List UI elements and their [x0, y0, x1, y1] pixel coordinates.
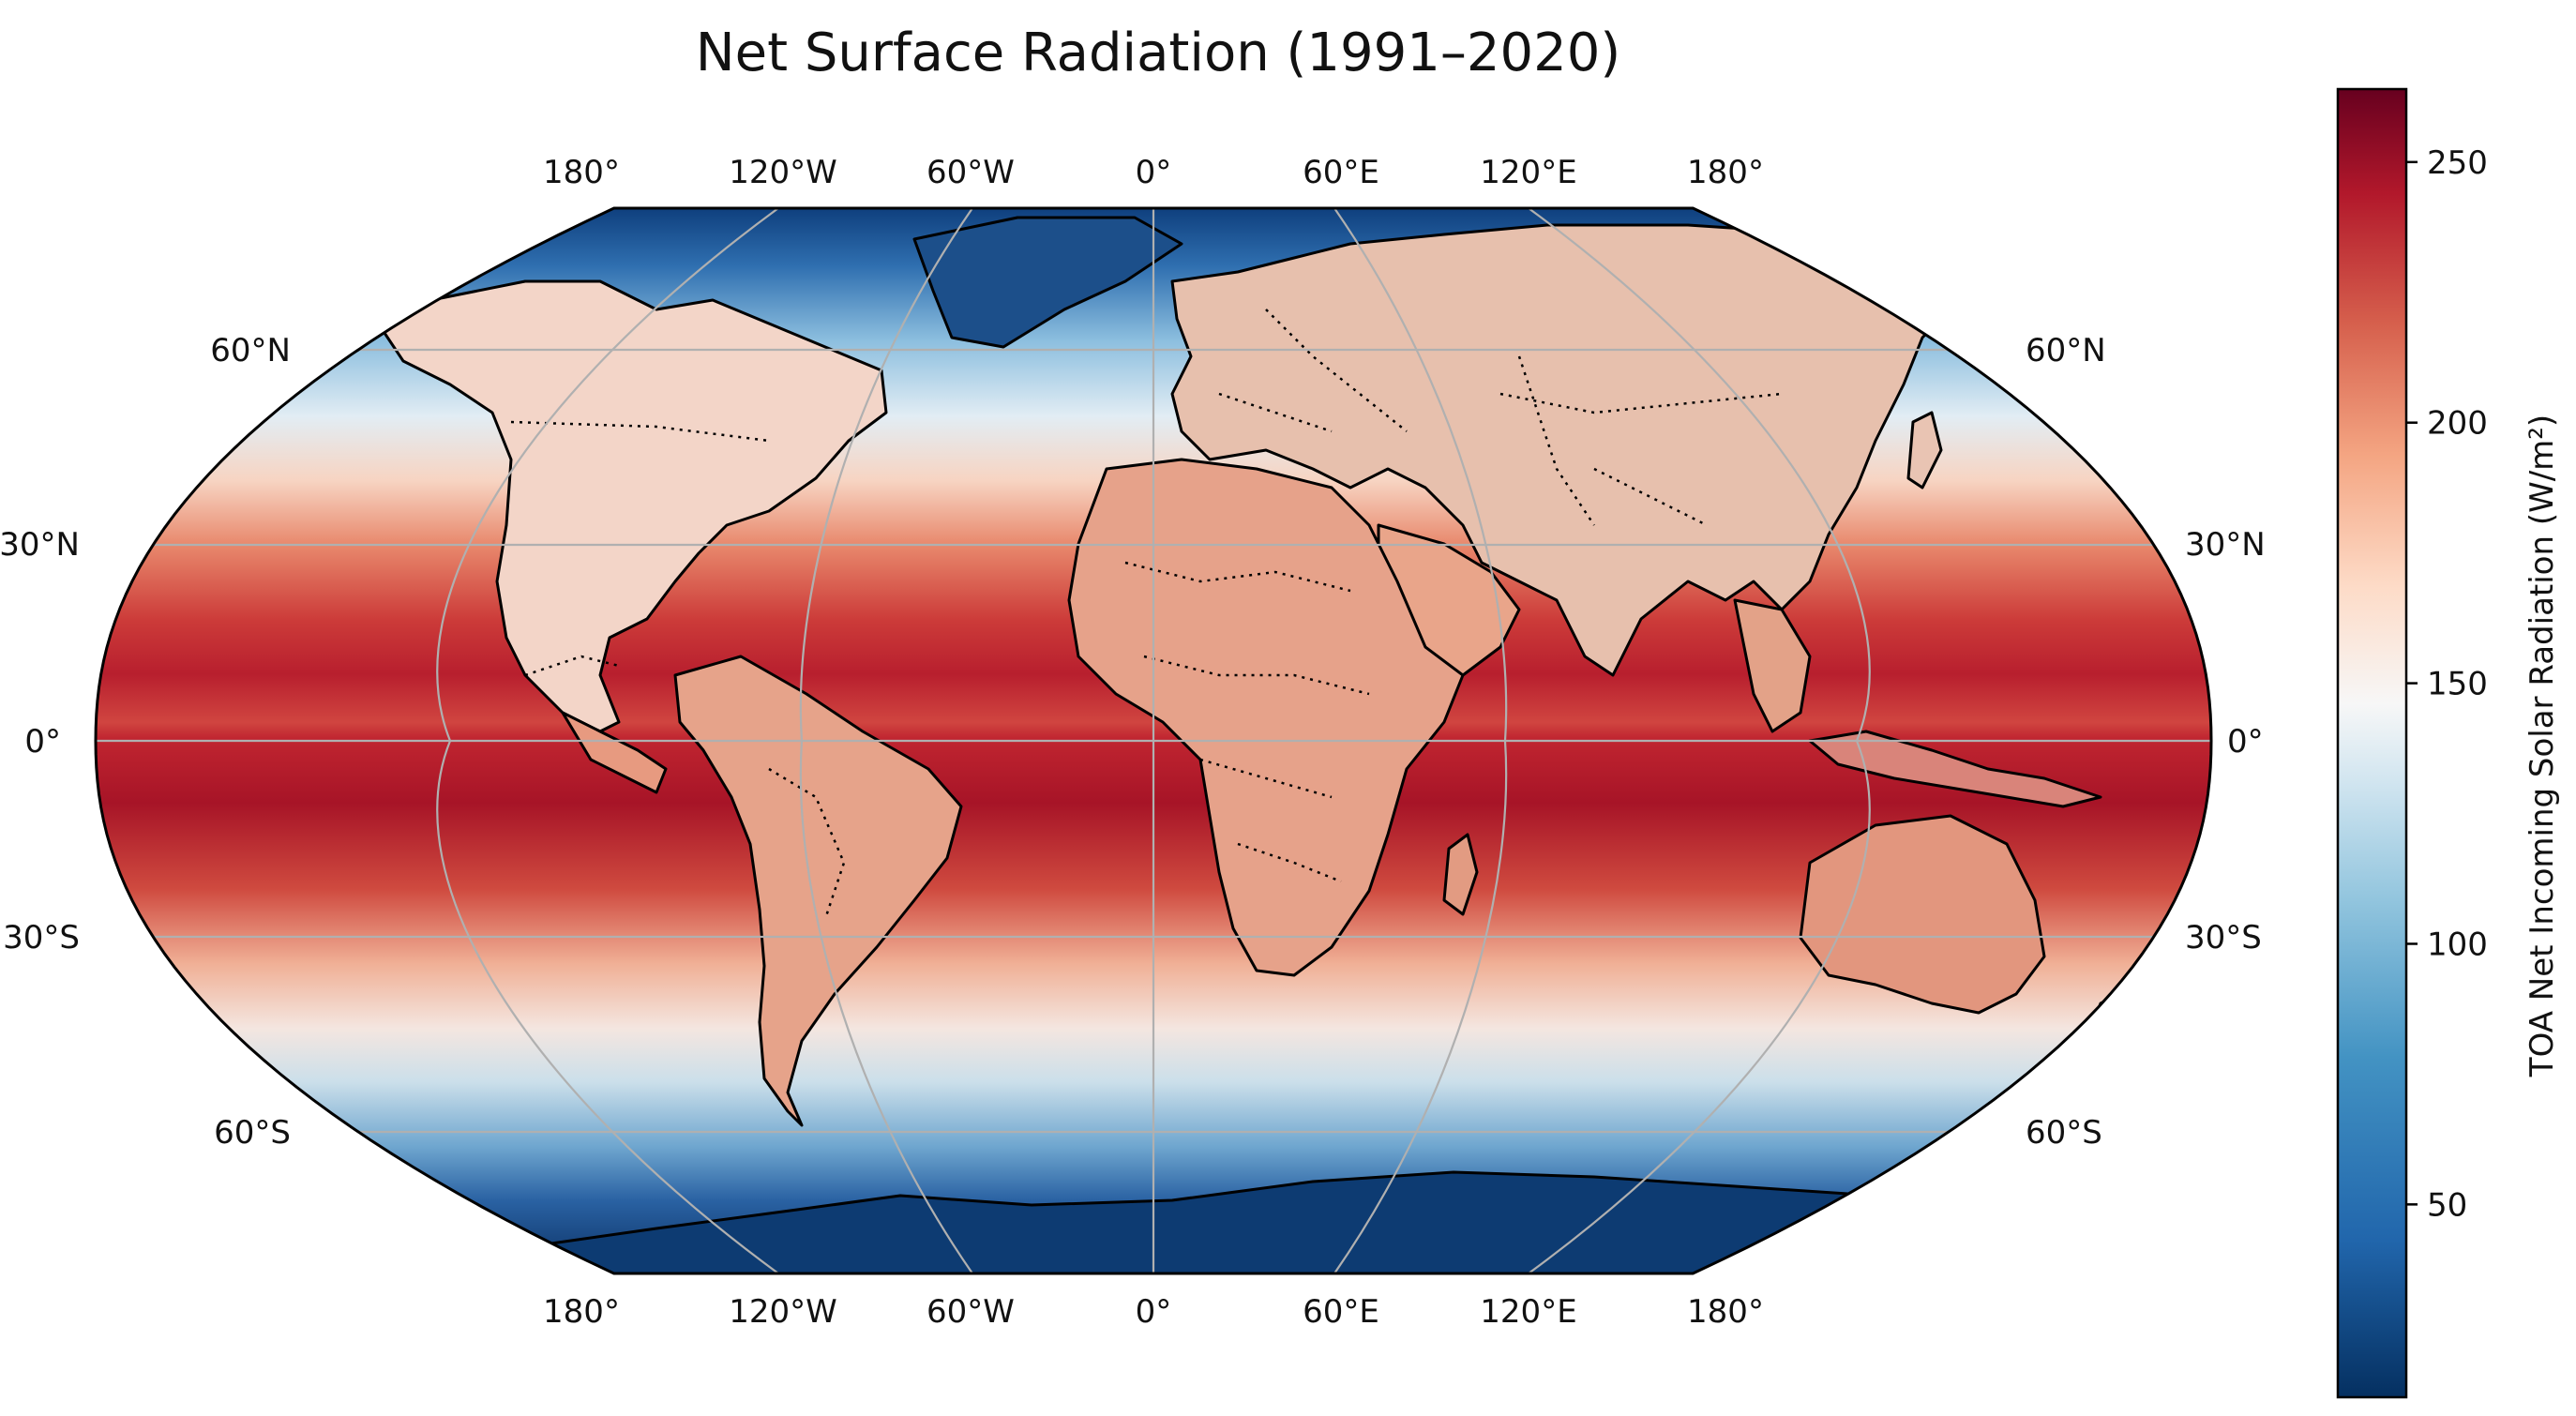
map-title: Net Surface Radiation (1991–2020) [696, 23, 1620, 83]
lon-label: 0° [1136, 154, 1172, 191]
indonesia [1808, 730, 2102, 808]
lon-label: 120°W [729, 154, 837, 191]
colorbar-label: TOA Net Incoming Solar Radiation (W/m²) [2523, 414, 2561, 1077]
graticule [96, 208, 2211, 1273]
lat-labels-right: 60°N 30°N 0° 30°S 60°S [2026, 332, 2266, 1152]
colorbar: 50 100 150 200 250 TOA Net Incoming Solar Ra… [2336, 87, 2561, 1399]
colorbar-tick-label: 100 [2427, 926, 2488, 963]
lon-label: 120°E [1480, 154, 1576, 191]
lat-label: 60°S [214, 1114, 291, 1152]
lat-label: 30°S [3, 919, 80, 957]
greenland [912, 216, 1183, 349]
lon-label: 180° [1687, 154, 1764, 191]
lon-60w-line [799, 208, 973, 1273]
map-area [94, 206, 2213, 1275]
lon-labels-top: 180° 120°W 60°W 0° 60°E 120°E 180° [543, 154, 1764, 191]
lon-label: 60°E [1303, 154, 1379, 191]
country-borders [510, 309, 1783, 920]
australia [1799, 814, 2046, 1015]
lat-label: 60°N [2026, 332, 2106, 369]
colorbar-tick-label: 250 [2427, 144, 2488, 182]
lat-label: 0° [2227, 723, 2264, 761]
colorbar-tick-label: 150 [2427, 666, 2488, 703]
land-masses [373, 216, 2159, 1273]
lon-label: 120°E [1480, 1293, 1576, 1331]
lon-60e-line [1333, 208, 1508, 1273]
africa [1067, 458, 1465, 977]
lat-labels-left: 60°N 30°N 0° 30°S 60°S [0, 332, 291, 1152]
lat-label: 0° [24, 723, 61, 761]
lat-label: 60°S [2026, 1114, 2102, 1152]
lon-label: 180° [543, 154, 620, 191]
north-america [373, 279, 888, 733]
lon-label: 60°E [1303, 1293, 1379, 1331]
lat-label: 60°N [210, 332, 291, 369]
japan [1906, 411, 1943, 490]
lat-label: 30°N [0, 526, 80, 564]
colorbar-tick-label: 200 [2427, 405, 2488, 443]
lon-label: 60°W [926, 1293, 1015, 1331]
lon-label: 120°W [729, 1293, 837, 1331]
lat-label: 30°N [2185, 526, 2266, 564]
lat-label: 30°S [2185, 919, 2262, 957]
lon-120e-line [1528, 208, 1871, 1273]
lon-label: 180° [543, 1293, 620, 1331]
colorbar-gradient [2336, 87, 2408, 1399]
south-america [673, 655, 963, 1127]
lon-120w-line [436, 208, 779, 1273]
central-america [561, 711, 668, 794]
lon-label: 0° [1136, 1293, 1172, 1331]
lon-labels-bottom: 180° 120°W 60°W 0° 60°E 120°E 180° [543, 1293, 1764, 1331]
map-boundary [94, 206, 2213, 1275]
colorbar-tick-label: 50 [2427, 1186, 2467, 1224]
colorbar-ticks: 50 100 150 200 250 [2406, 144, 2488, 1224]
madagascar [1442, 833, 1479, 916]
lon-label: 60°W [926, 154, 1015, 191]
southeast-asia [1733, 598, 1812, 733]
lon-label: 180° [1687, 1293, 1764, 1331]
